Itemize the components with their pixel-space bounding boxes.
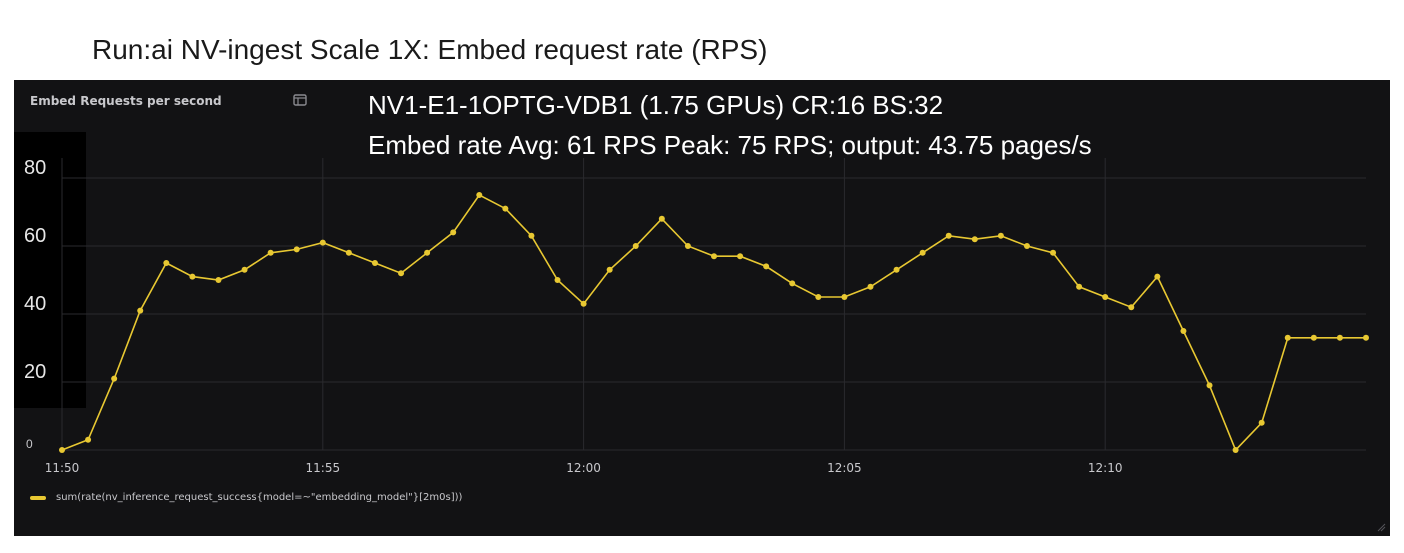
data-point [111,375,118,382]
data-point [1023,243,1030,249]
data-point [632,243,639,249]
dashboard-icon[interactable] [292,92,308,108]
data-point [345,249,352,256]
data-point [59,447,65,453]
series-line [61,193,1366,452]
data-point [1076,283,1083,290]
x-tick-label: 12:05 [827,461,862,475]
data-point [1258,419,1265,426]
data-point [163,260,170,266]
data-point [293,246,300,253]
line-chart: 0 20 40 60 80 11:50 11:55 12:00 12:05 12:10 [24,157,1369,475]
chart-panel: Embed Requests per second 0 20 40 60 80 11:50… [14,80,1390,536]
data-point [867,283,874,290]
y-tick-label: 40 [24,293,46,315]
y-tick-label: 0 [26,437,33,451]
data-point [841,294,848,300]
y-tick-label: 60 [24,225,46,247]
data-point [1050,249,1057,256]
data-point [789,280,796,287]
figure-caption: Run:ai NV-ingest Scale 1X: Embed request… [92,34,768,65]
data-point [580,300,587,307]
data-point [371,260,378,266]
data-point [1363,334,1369,341]
data-point [450,229,457,236]
legend-swatch [30,495,46,500]
data-point [711,253,717,260]
data-point [398,270,405,277]
resize-handle-icon[interactable] [1376,522,1386,532]
x-tick-label: 11:55 [306,461,341,475]
data-point [502,205,509,212]
annotation-rate: Embed rate Avg: 61 RPS Peak: 75 RPS; out… [368,130,1092,160]
data-point [85,436,92,443]
data-point [606,266,613,273]
data-point [763,263,770,270]
data-point [528,232,535,239]
data-point [1336,334,1343,341]
legend[interactable]: sum(rate(nv_inference_request_success{mo… [30,492,462,503]
data-point [1102,294,1109,300]
data-point [1310,334,1317,341]
x-tick-label: 12:10 [1088,461,1123,475]
data-point [424,249,431,256]
data-point [1180,328,1187,334]
data-point [1206,382,1213,389]
data-point [658,215,665,222]
data-point [945,232,952,239]
data-point [1128,304,1135,311]
x-tick-label: 11:50 [45,461,80,475]
data-point [971,236,978,243]
data-point [554,277,561,283]
data-point [476,192,483,198]
data-point [684,243,691,249]
data-point [1232,447,1239,453]
annotation-config: NV1-E1-1OPTG-VDB1 (1.75 GPUs) CR:16 BS:3… [368,90,944,120]
data-point [319,239,326,246]
data-point [189,273,196,280]
y-tick-label: 20 [24,361,46,383]
data-point [997,232,1004,239]
data-point [137,307,144,314]
y-tick-label: 80 [24,157,46,179]
data-point [1154,273,1161,280]
data-point [737,253,744,260]
data-point [815,294,822,300]
data-point [893,266,900,273]
data-point [919,249,926,256]
legend-label: sum(rate(nv_inference_request_success{mo… [56,492,463,503]
data-point [241,266,248,273]
data-point [1284,334,1291,341]
x-tick-label: 12:00 [566,461,601,475]
data-point [267,249,274,256]
panel-title[interactable]: Embed Requests per second [30,94,222,108]
data-point [215,277,222,283]
